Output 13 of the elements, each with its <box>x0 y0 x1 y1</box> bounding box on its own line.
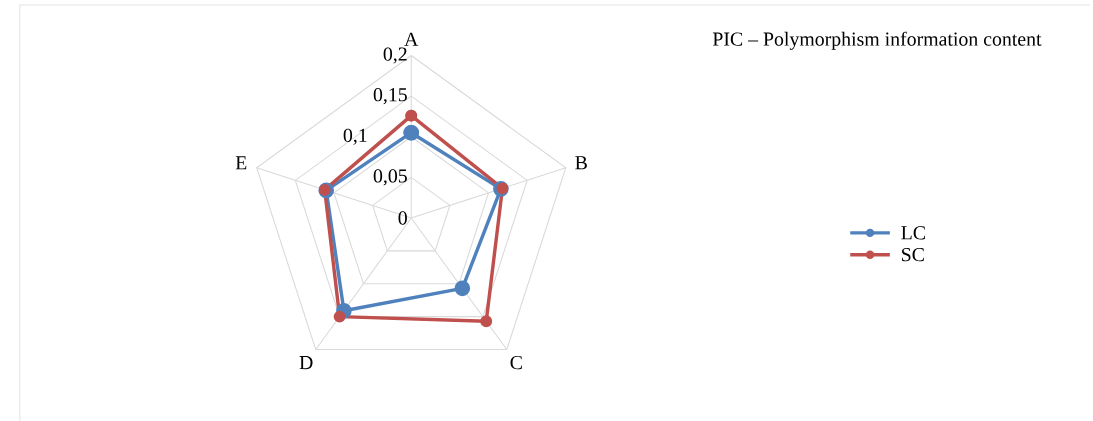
spoke-label: B <box>575 156 587 170</box>
legend-label: SC <box>902 247 924 262</box>
y-tick-label: 0,1 <box>343 128 367 145</box>
legend-label: LC <box>901 226 925 240</box>
spoke-label: D <box>299 356 313 370</box>
spoke-label: E <box>235 156 247 170</box>
y-tick-label: 0,2 <box>383 47 407 64</box>
y-tick-label: 0,05 <box>373 169 407 186</box>
y-tick-label: 0,15 <box>373 87 407 105</box>
y-tick-label: 0 <box>398 211 407 225</box>
chart-title: PIC – Polymorphism information content <box>712 31 1042 50</box>
spoke-label: A <box>404 32 419 46</box>
spoke-label: C <box>510 355 522 370</box>
